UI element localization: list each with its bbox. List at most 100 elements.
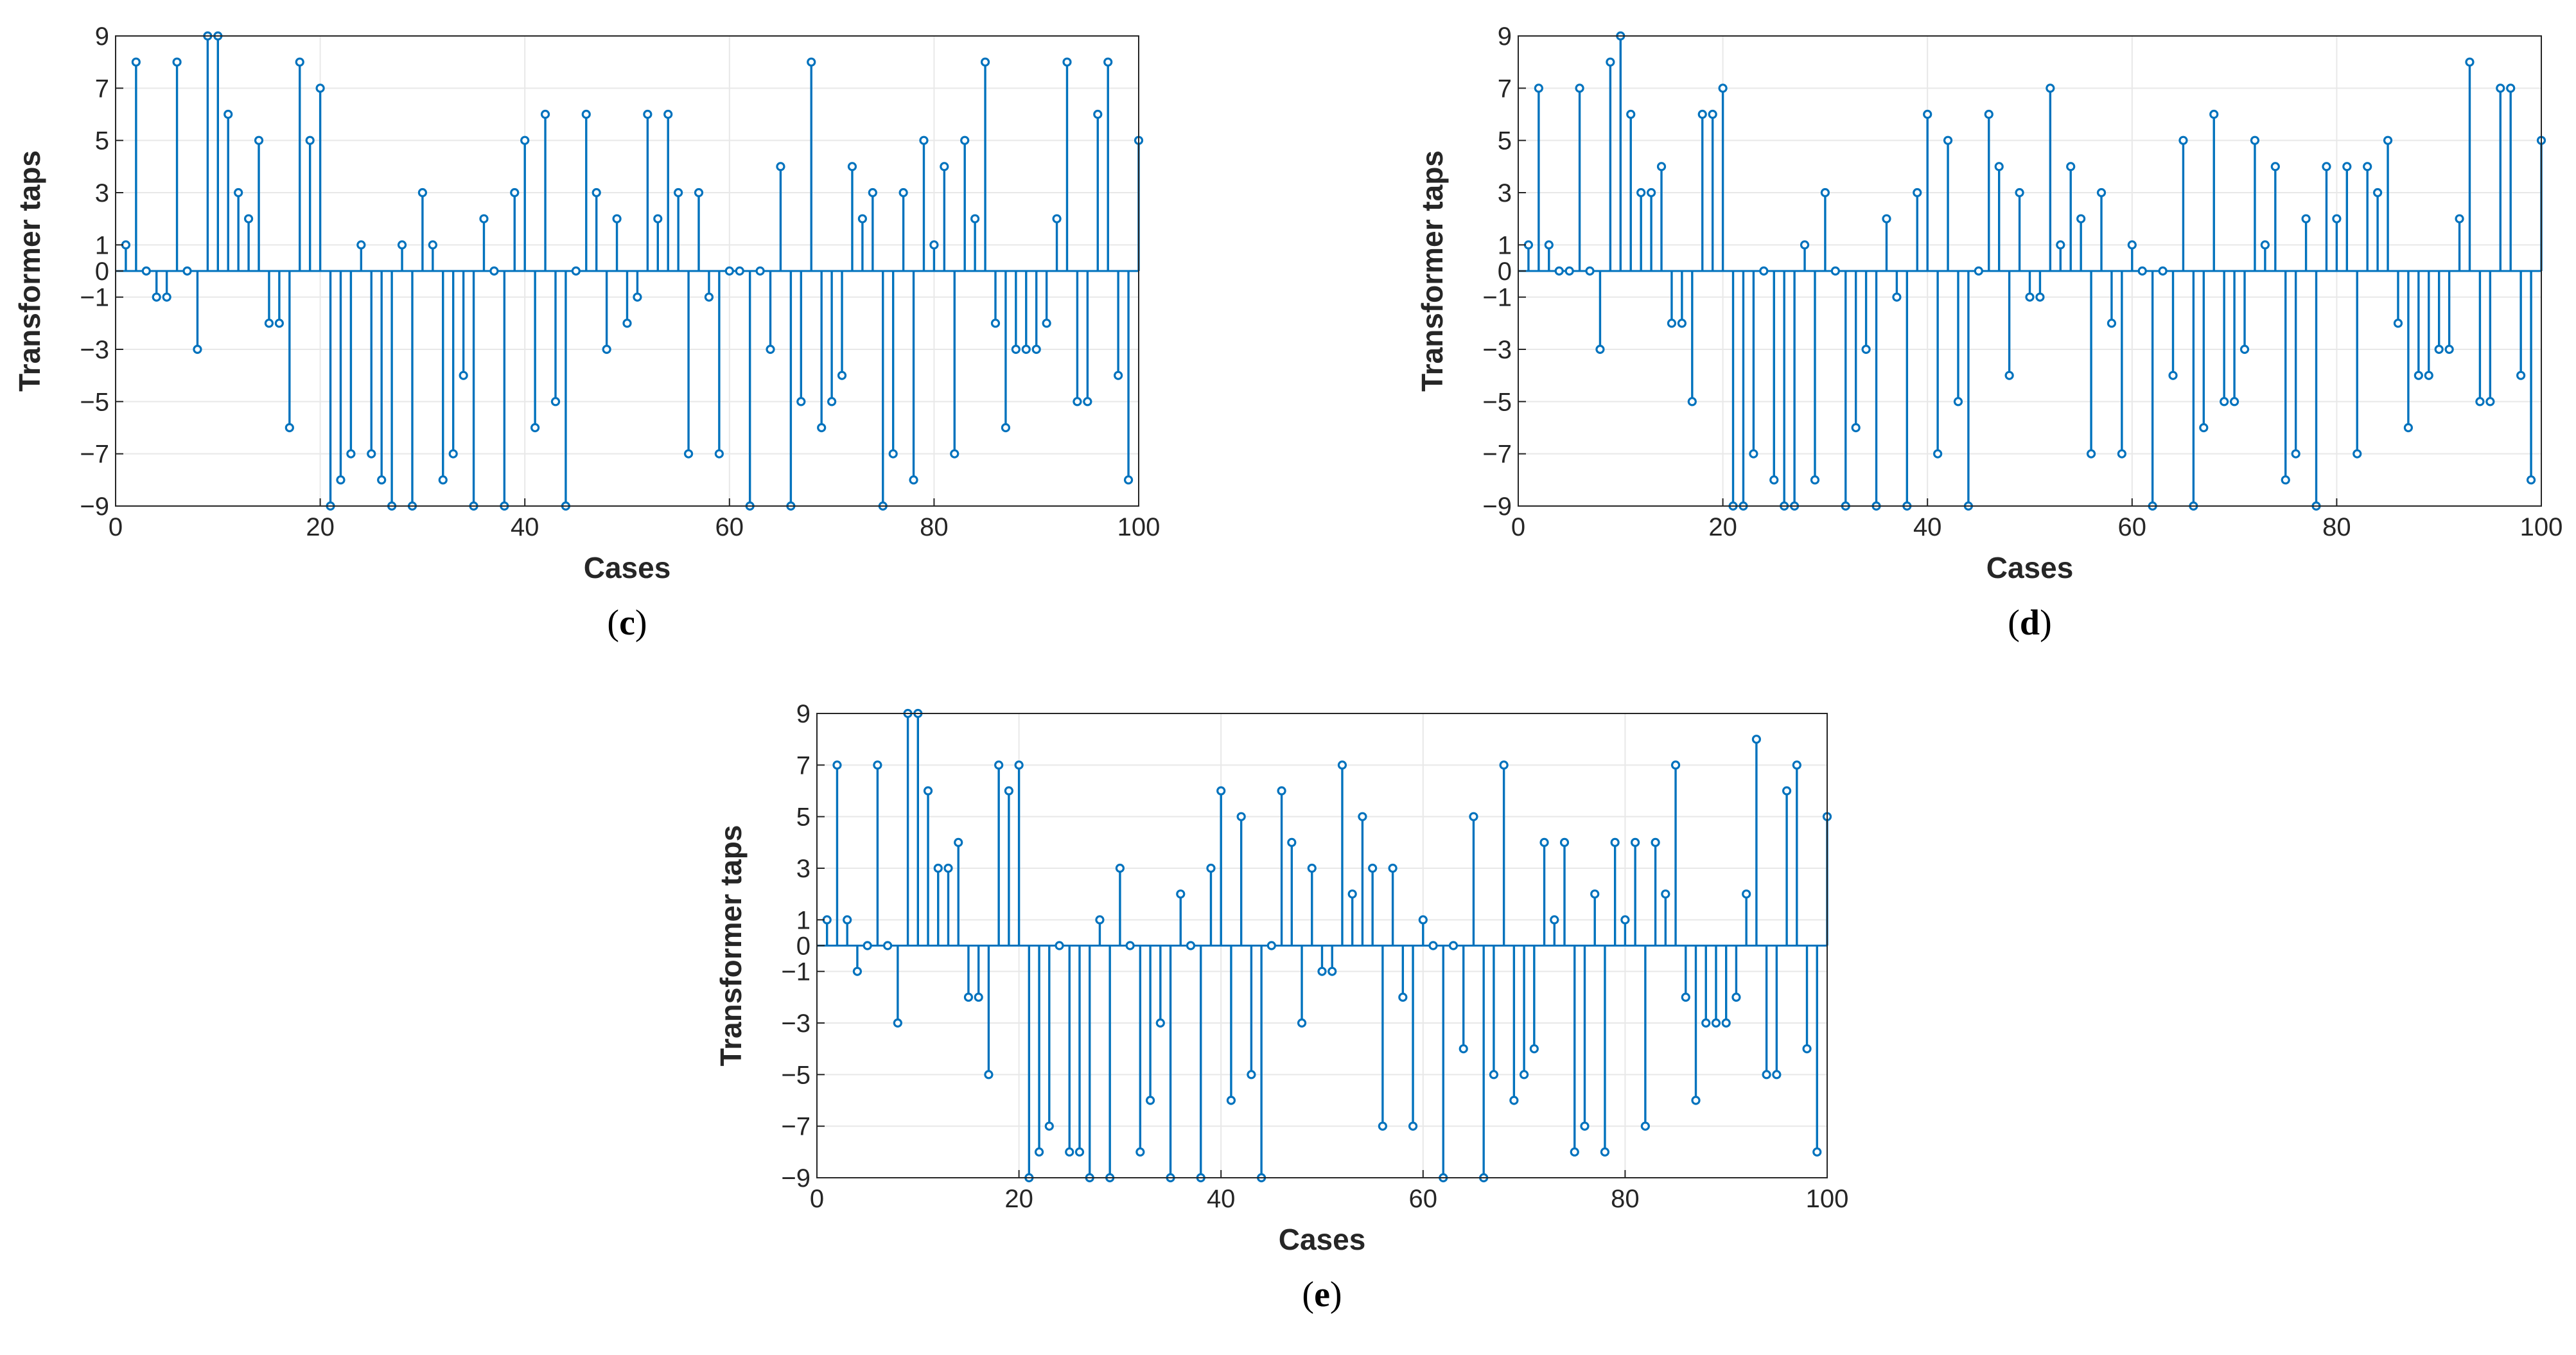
- panel-d-stem-marker: [2373, 188, 2383, 198]
- panel-d-stem-marker: [1830, 266, 1840, 276]
- panel-c-x-tick-label: 80: [920, 513, 949, 541]
- panel-c-y-tick-label: −9: [80, 493, 109, 521]
- panel-d-stem-marker: [2137, 266, 2147, 276]
- panel-c-stem-marker: [520, 136, 530, 145]
- panel-d-stem-marker: [2485, 397, 2495, 406]
- panel-c-stem-marker: [1001, 423, 1011, 433]
- panel-c-stem-marker: [479, 214, 489, 223]
- panel-c-stem-marker: [417, 188, 428, 198]
- panel-d-stem-marker: [2475, 397, 2485, 406]
- panel-d-y-tick-label: 9: [1498, 22, 1512, 51]
- panel-d-stem-marker: [2506, 83, 2516, 93]
- panel-c-stem-marker: [377, 475, 387, 485]
- panel-e-x-tick-label: 20: [1004, 1185, 1033, 1213]
- panel-d-label: (d): [2008, 603, 2051, 643]
- panel-d-stem-marker: [1718, 83, 1728, 93]
- panel-d-stem-marker: [1667, 319, 1677, 328]
- panel-c-stem-marker: [264, 319, 274, 328]
- panel-c-stem-marker: [704, 292, 714, 302]
- panel-c-x-tick-label: 100: [1117, 513, 1161, 541]
- panel-d-stem-marker: [1708, 109, 1717, 119]
- panel-c-x-tick-label: 60: [715, 513, 744, 541]
- panel-c-stem-marker: [540, 109, 550, 119]
- panel-d-stem-marker: [1687, 397, 1697, 406]
- panel-c-stem-marker: [489, 266, 499, 276]
- panel-c-stem-marker: [960, 136, 970, 145]
- panel-e-stem-marker: [832, 760, 842, 770]
- panel-d-x-tick-label: 40: [1913, 513, 1942, 541]
- panel-c-stem-marker: [162, 292, 171, 302]
- panel-c-stem-marker: [683, 449, 694, 459]
- panel-c-stem-marker: [888, 449, 898, 459]
- panel-d-stem-marker: [1882, 214, 1891, 223]
- panel-d-x-tick-label: 60: [2118, 513, 2147, 541]
- panel-d-stem-marker: [2250, 136, 2260, 145]
- panel-e-stem-marker: [1721, 1018, 1731, 1028]
- panel-c-stem-marker: [152, 292, 161, 302]
- panel-d-stem-marker: [2403, 423, 2414, 433]
- panel-c-stem-marker: [223, 109, 233, 119]
- panel-e-stem-marker: [1539, 837, 1549, 847]
- panel-c-y-tick-label: −1: [80, 284, 109, 312]
- panel-c-stem-marker: [1021, 344, 1031, 354]
- panel-d-stem-marker: [1636, 188, 1646, 198]
- panel-c-stem-marker: [448, 449, 458, 459]
- panel-e-stem-marker: [1186, 941, 1196, 950]
- panel-d-stem-marker: [1953, 397, 1963, 406]
- panel-d-stem-marker: [2220, 397, 2229, 406]
- panel-c-stem-marker: [285, 423, 294, 433]
- panel-d-stem-marker: [1851, 423, 1861, 433]
- panel-c-stem-marker: [950, 449, 959, 459]
- panel-d-stem-marker: [2363, 162, 2372, 171]
- panel-d-stem-marker: [1974, 266, 1983, 276]
- panel-e-stem-marker: [1055, 941, 1064, 950]
- panel-d-stem-marker: [1534, 83, 1543, 93]
- panel-e-stem-marker: [1550, 915, 1559, 925]
- panel-d-y-tick-label: 5: [1498, 127, 1512, 155]
- panel-c-stem-marker: [970, 214, 980, 223]
- panel-e-stem-marker: [1074, 1147, 1085, 1157]
- panel-e-stem-marker: [1670, 760, 1681, 770]
- panel-d-stem-marker: [2066, 162, 2076, 171]
- panel-e-stem-marker: [984, 1070, 994, 1080]
- panel-e-stem-marker: [1044, 1121, 1054, 1131]
- panel-d-x-tick-label: 20: [1708, 513, 1737, 541]
- panel-e-stem-marker: [1398, 992, 1408, 1002]
- panel-e-stem-marker: [1651, 837, 1660, 847]
- panel-d-stem-marker: [2383, 136, 2393, 145]
- panel-e-y-tick-label: 7: [796, 751, 810, 780]
- panel-d-stem-marker: [2291, 449, 2300, 459]
- panel-d-stem-marker: [2035, 292, 2045, 302]
- panel-c-stem-marker: [305, 136, 315, 145]
- panel-e-stem-marker: [1307, 863, 1317, 873]
- panel-c-stem-marker: [857, 214, 867, 223]
- panel-c-stem-marker: [550, 397, 561, 406]
- panel-e-stem-marker: [1236, 812, 1246, 821]
- panel-e-stem-marker: [1610, 837, 1620, 847]
- panel-e-stem-marker: [1711, 1018, 1721, 1028]
- panel-d-stem-marker: [1810, 475, 1820, 485]
- panel-d-y-tick-label: −1: [1482, 284, 1512, 312]
- panel-c-stem-marker: [807, 57, 816, 67]
- panel-e-stem-marker: [1125, 941, 1135, 950]
- panel-d-x-tick-label: 80: [2322, 513, 2351, 541]
- panel-e-stem-marker: [1631, 837, 1640, 847]
- panel-c-stem-marker: [1103, 57, 1113, 67]
- panel-d-stem-marker: [2178, 136, 2188, 145]
- panel-e-stem-marker: [1004, 786, 1013, 796]
- panel-c-stem-marker: [990, 319, 1001, 328]
- panel-d-stem-marker: [1595, 344, 1605, 354]
- panel-c-stem-marker: [315, 83, 325, 93]
- panel-c-stem-marker: [121, 240, 131, 250]
- panel-d-stem-marker: [1554, 266, 1564, 276]
- panel-c-stem-marker: [1114, 371, 1123, 380]
- panel-d-stem-marker: [2465, 57, 2475, 67]
- panel-c-stem-marker: [674, 188, 683, 198]
- panel-c-y-tick-label: 0: [95, 258, 109, 286]
- panel-c-stem-marker: [591, 188, 601, 198]
- panel-c-stem-marker: [1083, 397, 1092, 406]
- panel-c-stem-marker: [755, 266, 765, 276]
- panel-d-stem-marker: [1626, 109, 1636, 119]
- panel-e-stem-marker: [994, 760, 1004, 770]
- panel-e-stem-marker: [1115, 863, 1125, 873]
